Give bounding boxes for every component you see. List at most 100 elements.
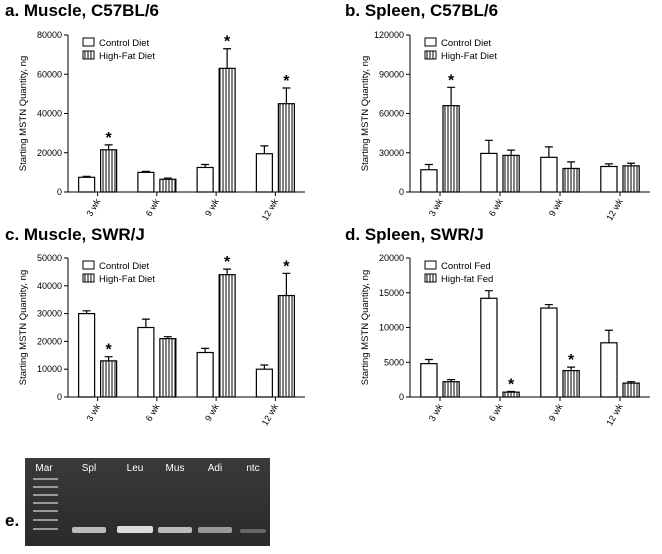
x-tick-label: 6 wk [144,402,162,423]
bar [196,351,214,398]
y-tick-label: 10000 [37,364,62,374]
significance-mark: * [224,34,231,51]
panel-title: c. Muscle, SWR/J [5,225,145,244]
y-tick-label: 0 [399,392,404,402]
significance-mark: * [283,258,290,275]
error-bar [282,272,291,296]
y-axis-label: Starting MSTN Quantity, ng [360,56,371,171]
error-bar [260,364,269,370]
x-tick-label: 9 wk [203,402,221,423]
significance-mark: * [106,130,113,147]
error-bar [201,163,210,168]
error-bar [163,177,172,180]
error-bar [604,329,613,343]
lane-label: Mus [166,463,185,474]
bar [600,342,618,398]
x-tick-label: 6 wk [144,197,162,218]
bar [420,363,438,398]
y-tick-label: 120000 [374,30,404,40]
x-tick-label: 12 wk [604,402,625,428]
error-bar [282,87,291,104]
panel-label: e. [5,511,19,530]
error-bar [447,86,456,106]
legend-swatch [424,37,437,47]
legend-swatch [424,50,437,60]
chart-panel: b. Spleen, C57BL/6 Starting MSTN Quantity… [345,1,650,222]
y-tick-label: 10000 [379,323,404,333]
legend-swatch [424,260,437,270]
y-tick-label: 20000 [379,253,404,263]
bar [622,382,640,398]
x-tick-label: 6 wk [487,402,505,423]
legend-label: High-Fat Diet [99,274,155,285]
error-bar [104,356,113,361]
bar [78,313,96,398]
error-bar [484,290,493,299]
bar [562,167,580,193]
significance-mark: * [106,342,113,359]
y-tick-label: 0 [57,187,62,197]
error-bar [104,144,113,150]
bar [196,166,214,193]
bar [480,152,498,193]
lane-label: Leu [127,463,144,474]
y-tick-label: 15000 [379,288,404,298]
bar [137,171,155,193]
bar [218,274,236,398]
x-tick-label: 9 wk [547,402,565,423]
legend-label: High-fat Fed [441,274,493,285]
y-tick-label: 20000 [37,148,62,158]
y-tick-label: 30000 [379,148,404,158]
bar [540,156,558,193]
bar [100,360,118,398]
x-tick-label: 12 wk [260,197,281,223]
x-tick-label: 12 wk [260,402,281,428]
legend-swatch [82,50,95,60]
bar [159,338,177,398]
bar [277,294,295,398]
y-tick-label: 90000 [379,69,404,79]
x-tick-label: 3 wk [84,402,102,423]
error-bar [604,163,613,167]
y-tick-label: 60000 [37,69,62,79]
panel-title: b. Spleen, C57BL/6 [345,1,498,20]
bar [442,105,460,193]
legend-swatch [82,260,95,270]
error-bar [507,149,516,156]
error-bar [567,366,576,371]
panel-title: a. Muscle, C57BL/6 [5,1,159,20]
error-bar [163,336,172,339]
y-axis-label: Starting MSTN Quantity, ng [18,56,29,171]
y-tick-label: 20000 [37,336,62,346]
error-bar [627,162,636,166]
bar [78,176,96,193]
bar [159,178,177,193]
error-bar [447,379,456,382]
legend-label: Control Diet [99,261,150,272]
significance-mark: * [283,73,290,90]
error-bar [424,163,433,170]
y-tick-label: 80000 [37,30,62,40]
y-tick-label: 30000 [37,309,62,319]
gel-panel: e. [5,458,270,546]
y-tick-label: 60000 [379,109,404,119]
bar [420,169,438,193]
bar [502,154,520,193]
x-tick-label: 12 wk [604,197,625,223]
bar [540,307,558,398]
chart-panel: d. Spleen, SWR/J Starting MSTN Quantity, … [345,225,650,427]
legend-swatch [82,37,95,47]
error-bar [201,347,210,353]
bar [480,297,498,398]
x-tick-label: 3 wk [84,197,102,218]
bar [255,368,273,398]
legend-label: Control Diet [99,38,150,49]
error-bar [141,170,150,173]
x-tick-label: 6 wk [487,197,505,218]
error-bar [567,161,576,169]
legend-swatch [82,273,95,283]
bar [562,369,580,398]
bar [137,326,155,398]
x-tick-label: 9 wk [547,197,565,218]
